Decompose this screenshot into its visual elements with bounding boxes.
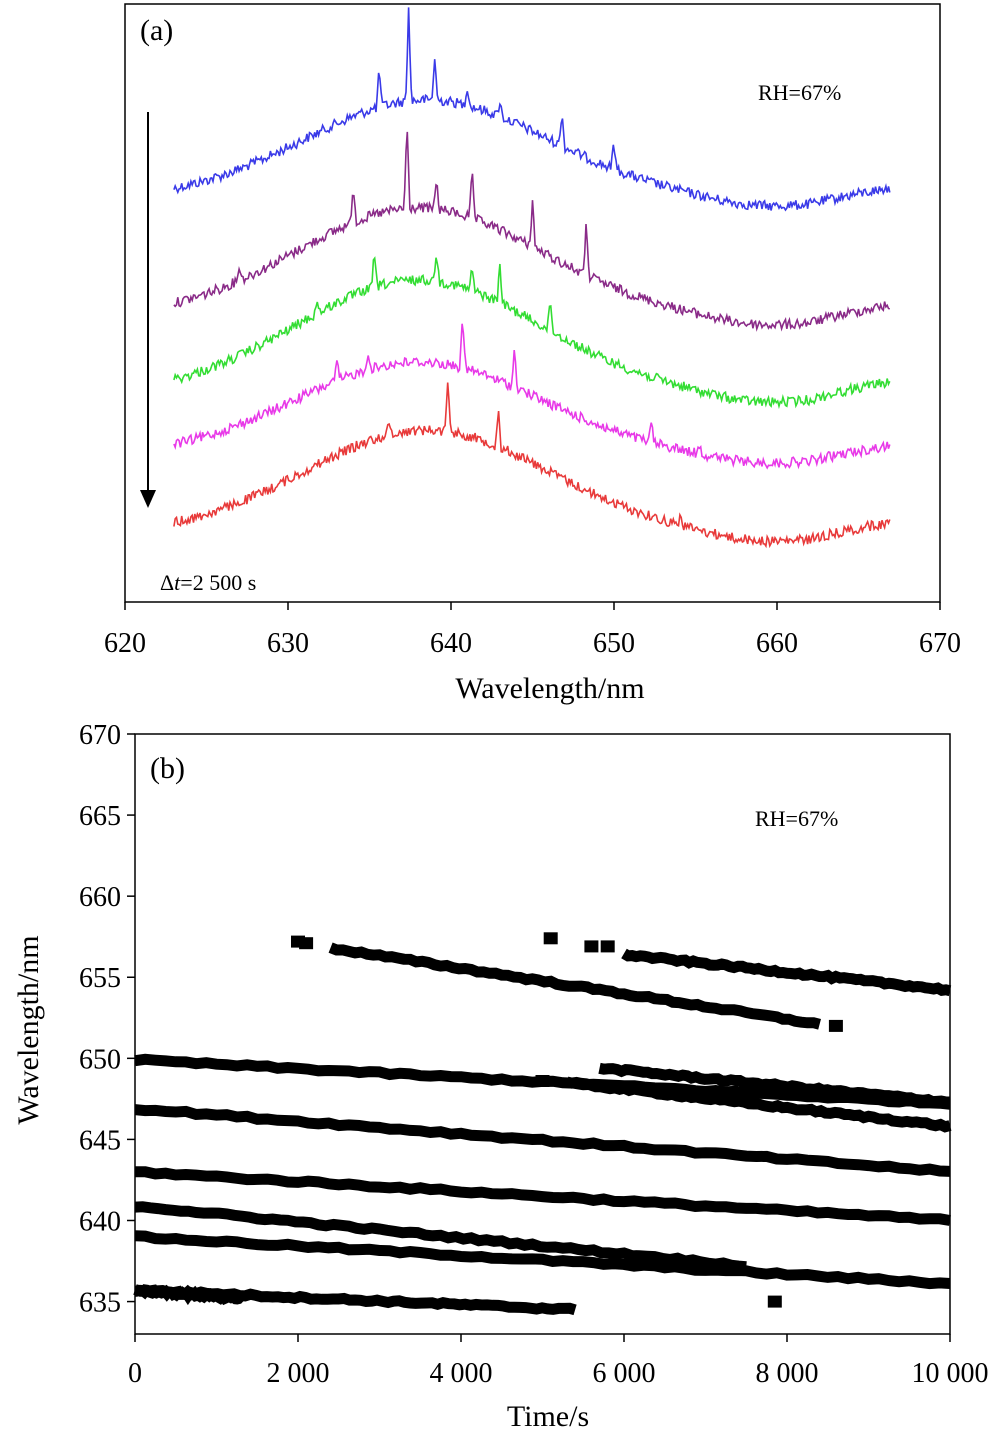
x-axis-ticks: 0 2 000 4 000 6 000 8 000 10 000 [128,1334,989,1389]
mode-track [134,1230,951,1290]
time-step-value: =2 500 s [180,570,256,595]
time-arrow [140,112,156,508]
y-axis-ticks: 635 640 645 650 655 660 665 670 [79,720,135,1319]
mode-tracks [133,932,952,1316]
spectrum-line [173,7,891,212]
x-tick-label: 8 000 [756,1358,819,1389]
panel-a: (a) RH=67% Δt=2 500 s 620 630 640 650 660 670… [104,3,961,705]
x-tick-label: 630 [267,628,309,659]
time-step-var: t [174,570,181,595]
panel-b-frame [134,733,951,1335]
x-tick-label: 0 [128,1358,142,1389]
mode-point [543,932,558,945]
y-tick-label: 650 [79,1044,121,1075]
y-tick-label: 665 [79,801,121,832]
spectrum-line [173,131,891,332]
x-tick-label: 10 000 [912,1358,989,1389]
mode-track [134,1284,244,1306]
x-axis-ticks: 620 630 640 650 660 670 [104,602,961,659]
spectra-series [173,7,891,549]
y-tick-label: 660 [79,882,121,913]
panel-b: (b) RH=67% 0 2 000 4 000 6 000 8 000 10 000 6… [12,720,989,1433]
y-axis-title: Wavelength/nm [12,935,45,1124]
x-tick-label: 2 000 [267,1358,330,1389]
spectrum-line [173,382,891,549]
panel-a-annotation: RH=67% [758,80,841,105]
panel-a-label: (a) [140,14,173,47]
y-tick-label: 645 [79,1125,121,1156]
mode-track [621,948,952,997]
x-tick-label: 670 [919,628,961,659]
spectrum-line [173,323,891,470]
y-tick-label: 670 [79,720,121,751]
x-tick-label: 6 000 [593,1358,656,1389]
mode-point [828,1019,843,1032]
y-tick-label: 635 [79,1288,121,1319]
x-tick-label: 660 [756,628,798,659]
y-tick-label: 655 [79,963,121,994]
mode-track [598,1062,951,1108]
mode-point [299,937,314,950]
mode-track [565,1076,952,1133]
mode-point [584,940,599,953]
panel-a-frame [124,3,941,603]
mode-point [535,1075,550,1087]
time-step-prefix: Δ [160,570,174,595]
panel-b-annotation: RH=67% [755,806,838,831]
x-axis-title: Time/s [507,1400,589,1433]
mode-track [135,1166,951,1226]
x-tick-label: 640 [430,628,472,659]
x-tick-label: 620 [104,628,146,659]
x-axis-title: Wavelength/nm [455,672,644,705]
mode-point [600,940,615,953]
y-tick-label: 640 [79,1206,121,1237]
spectrum-line [173,256,891,410]
mode-point [767,1295,782,1308]
mode-track [134,1201,747,1273]
x-tick-label: 650 [593,628,635,659]
mode-track [134,1104,951,1177]
panel-b-label: (b) [150,752,185,785]
time-step-label: Δt=2 500 s [160,570,256,595]
mode-track [328,942,821,1030]
x-tick-label: 4 000 [430,1358,493,1389]
